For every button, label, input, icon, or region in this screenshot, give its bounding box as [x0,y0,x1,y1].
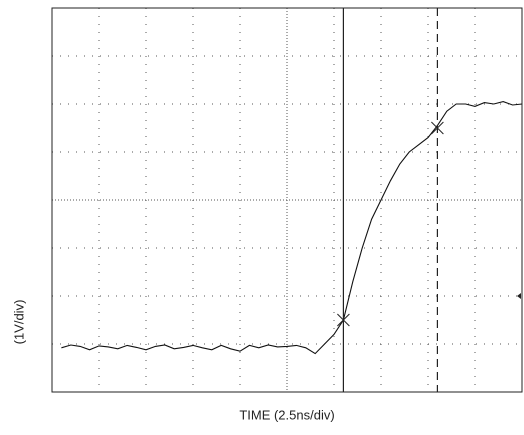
marker-stroke [431,121,444,135]
x-axis-label: TIME (2.5ns/div) [239,407,334,422]
plot-border [51,7,523,393]
cursor-marker [431,121,444,135]
waveform [61,101,523,355]
y-axis-label: (1V/div) [11,300,26,345]
marker-stroke [337,313,350,327]
trigger-marker [517,293,521,299]
cursor-marker [337,313,350,327]
